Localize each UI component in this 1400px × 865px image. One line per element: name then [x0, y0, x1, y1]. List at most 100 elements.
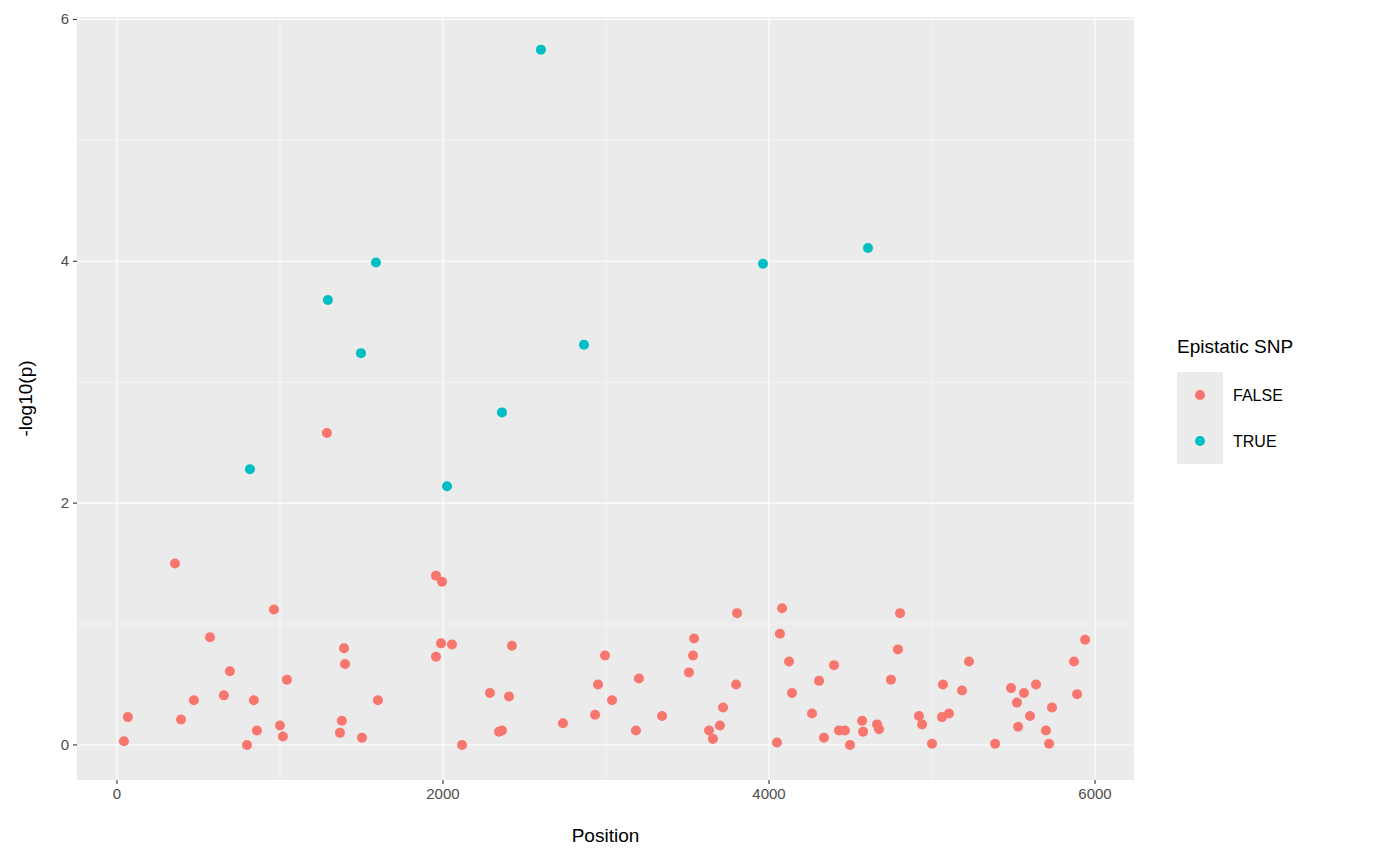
- point: [442, 481, 452, 491]
- points: [119, 45, 1090, 750]
- point: [1013, 722, 1023, 732]
- minor-grid-x: [605, 17, 606, 780]
- legend-marker: [1195, 390, 1205, 400]
- point: [819, 733, 829, 743]
- point: [189, 695, 199, 705]
- point: [356, 348, 366, 358]
- point: [339, 643, 349, 653]
- point: [886, 675, 896, 685]
- x-tick-label: 6000: [1078, 785, 1111, 802]
- point: [1031, 679, 1041, 689]
- point: [1072, 689, 1082, 699]
- grid-x: [116, 17, 117, 780]
- point: [990, 739, 1000, 749]
- grid-y: [77, 19, 1134, 20]
- y-axis-label: -log10(p): [15, 360, 36, 436]
- point: [249, 695, 259, 705]
- point: [457, 740, 467, 750]
- point: [772, 738, 782, 748]
- point: [1044, 739, 1054, 749]
- point: [964, 656, 974, 666]
- y-tick-label: 4: [61, 252, 69, 269]
- point: [1080, 635, 1090, 645]
- point: [282, 675, 292, 685]
- series: [119, 428, 1090, 750]
- y-tick: [73, 503, 77, 504]
- point: [431, 652, 441, 662]
- point: [497, 407, 507, 417]
- point: [485, 688, 495, 698]
- panel-background: [77, 17, 1134, 780]
- x-tick-label: 0: [113, 785, 121, 802]
- x-tick: [1094, 780, 1095, 784]
- point: [784, 656, 794, 666]
- point: [225, 666, 235, 676]
- point: [775, 629, 785, 639]
- point: [634, 673, 644, 683]
- point: [536, 45, 546, 55]
- y-tick-label: 2: [61, 494, 69, 511]
- point: [507, 641, 517, 651]
- x-tick-label: 2000: [426, 785, 459, 802]
- point: [170, 559, 180, 569]
- point: [275, 721, 285, 731]
- point: [957, 686, 967, 696]
- grid-x: [1094, 17, 1095, 780]
- point: [607, 695, 617, 705]
- point: [219, 690, 229, 700]
- point: [1019, 688, 1029, 698]
- y-tick: [73, 261, 77, 262]
- point: [437, 577, 447, 587]
- point: [807, 708, 817, 718]
- x-axis-label: Position: [572, 825, 640, 846]
- legend-label: FALSE: [1233, 387, 1283, 404]
- point: [245, 464, 255, 474]
- grid-x: [768, 17, 769, 780]
- legend-key: [1177, 372, 1223, 418]
- point: [337, 716, 347, 726]
- point: [242, 740, 252, 750]
- point: [1041, 725, 1051, 735]
- point: [497, 725, 507, 735]
- point: [814, 676, 824, 686]
- point: [593, 679, 603, 689]
- point: [1025, 711, 1035, 721]
- point: [895, 608, 905, 618]
- grid-y: [77, 744, 1134, 745]
- point: [708, 734, 718, 744]
- grid: [77, 17, 1134, 780]
- point: [323, 295, 333, 305]
- point: [938, 679, 948, 689]
- point: [684, 667, 694, 677]
- minor-grid-x: [279, 17, 280, 780]
- point: [600, 650, 610, 660]
- point: [1069, 656, 1079, 666]
- legend-label: TRUE: [1233, 433, 1277, 450]
- point: [436, 638, 446, 648]
- point: [863, 243, 873, 253]
- point: [874, 724, 884, 734]
- point: [858, 727, 868, 737]
- point: [944, 708, 954, 718]
- point: [1012, 698, 1022, 708]
- point: [558, 718, 568, 728]
- point: [787, 688, 797, 698]
- y-tick-label: 0: [61, 736, 69, 753]
- point: [689, 634, 699, 644]
- grid-y: [77, 261, 1134, 262]
- x-tick: [768, 780, 769, 784]
- grid-x: [442, 17, 443, 780]
- point: [927, 739, 937, 749]
- point: [119, 736, 129, 746]
- point: [688, 650, 698, 660]
- point: [447, 640, 457, 650]
- point: [718, 702, 728, 712]
- point: [357, 733, 367, 743]
- point: [829, 660, 839, 670]
- point: [269, 605, 279, 615]
- point: [252, 725, 262, 735]
- point: [917, 719, 927, 729]
- minor-grid-x: [932, 17, 933, 780]
- chart: 02000400060000246Position-log10(p)Epista…: [0, 0, 1400, 865]
- point: [1047, 702, 1057, 712]
